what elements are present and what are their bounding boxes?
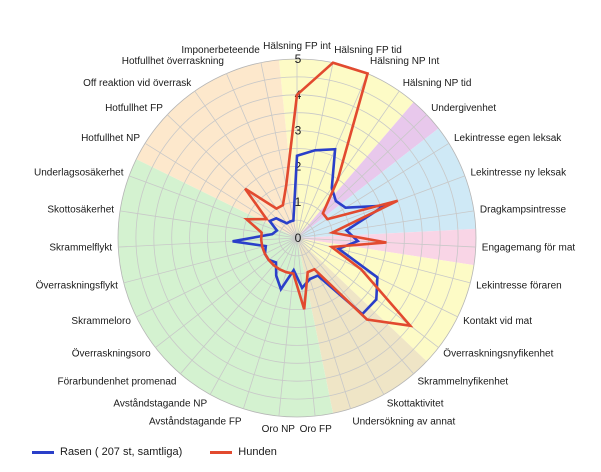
- category-label-19: Förarbundenhet promenad: [58, 376, 177, 387]
- legend-item-rasen: Rasen ( 207 st, samtliga): [32, 446, 182, 458]
- grid-spoke-24: [120, 210, 298, 239]
- grid-spoke-12: [296, 237, 414, 375]
- category-label-8: Engagemang för mat: [482, 243, 576, 254]
- category-label-18: Avståndstagande NP: [113, 397, 207, 409]
- legend-label-hunden: Hunden: [238, 446, 277, 458]
- category-label-3: Hälsning NP tid: [403, 78, 472, 89]
- grid-spoke-29: [226, 73, 298, 239]
- grid-spoke-22: [123, 237, 298, 284]
- category-label-30: Imponerbeteende: [181, 45, 260, 56]
- category-label-11: Överraskningsnyfikenhet: [443, 348, 553, 360]
- category-label-15: Oro FP: [300, 424, 333, 435]
- data-series: [232, 61, 414, 328]
- grid-spoke-7: [296, 210, 474, 239]
- category-label-29: Hotfullhet överraskning: [122, 56, 224, 67]
- grid-spoke-3: [296, 90, 400, 239]
- category-label-14: Undersökning av annat: [352, 417, 455, 428]
- series-line-1: [243, 61, 414, 328]
- background-sector-6: [117, 159, 334, 418]
- category-label-23: Skrammelflykt: [49, 243, 112, 254]
- grid-spoke-30: [260, 62, 298, 239]
- category-label-1: Hälsning FP tid: [334, 45, 402, 56]
- category-label-7: Dragkampsintresse: [480, 204, 567, 215]
- category-label-0: Hälsning FP int: [263, 41, 331, 52]
- grid-spoke-14: [296, 237, 351, 409]
- category-label-2: Hälsning NP Int: [370, 56, 440, 67]
- category-label-24: Skottosäkerhet: [47, 204, 114, 215]
- legend-label-rasen: Rasen ( 207 st, samtliga): [60, 446, 183, 458]
- background-sector-7: [136, 59, 297, 238]
- grid-spoke-28: [194, 90, 298, 239]
- category-label-12: Skrammelnyfikenhet: [418, 376, 509, 387]
- category-label-28: Off reaktion vid överrask: [83, 78, 192, 89]
- grid-spoke-11: [296, 237, 439, 348]
- grid-spoke-25: [129, 175, 298, 239]
- category-label-26: Hotfullhet NP: [81, 133, 140, 144]
- category-label-10: Kontakt vid mat: [463, 316, 532, 327]
- tick-label-0: 0: [295, 231, 302, 245]
- legend-swatch-rasen: [32, 450, 54, 454]
- grid-spoke-15: [296, 237, 316, 417]
- category-label-6: Lekintresse ny leksak: [471, 167, 568, 178]
- tick-label-1: 1: [295, 195, 302, 209]
- grid-spoke-23: [118, 237, 298, 248]
- grid-spoke-4: [296, 114, 428, 239]
- legend: Rasen ( 207 st, samtliga) Hunden: [32, 446, 277, 458]
- category-label-16: Oro NP: [262, 424, 296, 435]
- background-sector-5: [297, 238, 427, 414]
- category-label-9: Lekintresse föraren: [476, 280, 562, 291]
- grid-spoke-19: [180, 237, 298, 375]
- category-label-5: Lekintresse egen leksak: [454, 133, 562, 144]
- category-label-13: Skottaktivitet: [387, 398, 444, 409]
- grid-spoke-17: [243, 237, 298, 409]
- category-label-17: Avståndstagande FP: [149, 416, 242, 428]
- legend-item-hunden: Hunden: [210, 446, 277, 458]
- grid-spoke-21: [136, 237, 298, 318]
- grid-spoke-9: [296, 237, 471, 284]
- category-label-25: Underlagsosäkerhet: [34, 167, 124, 178]
- grid-spoke-2: [296, 73, 368, 239]
- tick-label-3: 3: [295, 124, 302, 138]
- category-label-22: Överraskningsflykt: [36, 279, 118, 291]
- category-label-20: Överraskningsoro: [72, 348, 151, 360]
- category-label-4: Undergivenhet: [431, 103, 496, 114]
- grid-spoke-5: [296, 142, 450, 239]
- category-label-27: Hotfullhet FP: [105, 103, 163, 114]
- grid-spoke-20: [155, 237, 298, 348]
- series-line-0: [232, 147, 390, 316]
- grid-spoke-18: [209, 237, 298, 395]
- tick-label-2: 2: [295, 159, 302, 173]
- background-sector-3: [297, 228, 476, 266]
- grid-spoke-13: [296, 237, 385, 395]
- legend-swatch-hunden: [210, 450, 233, 454]
- tick-label-5: 5: [295, 52, 302, 66]
- category-label-21: Skrammeloro: [71, 316, 131, 327]
